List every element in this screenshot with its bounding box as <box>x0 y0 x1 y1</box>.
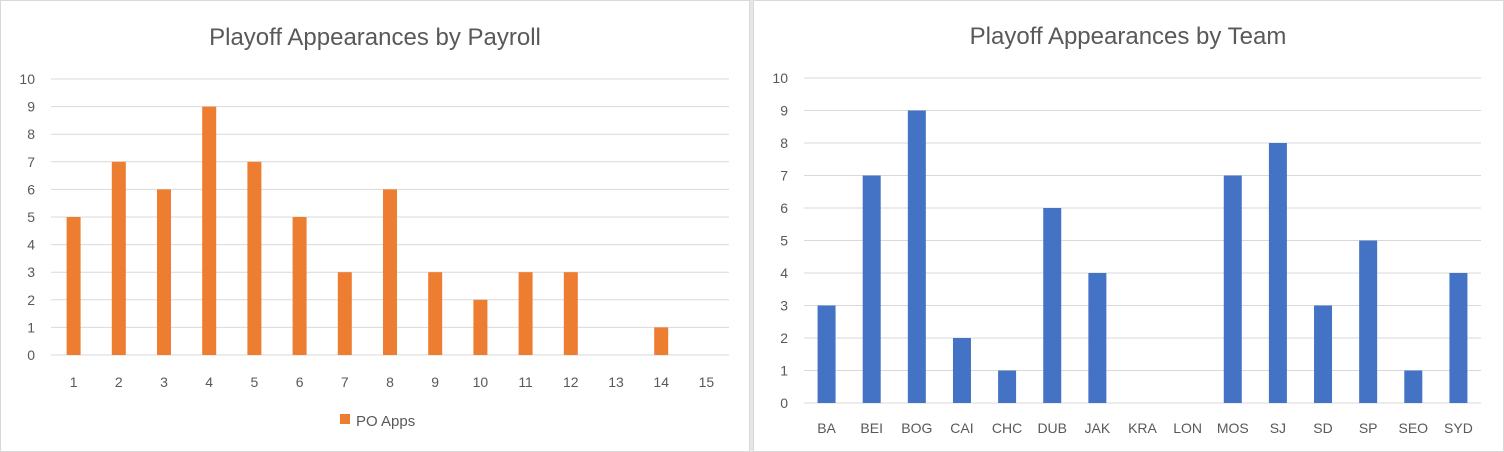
y-tick-label: 1 <box>780 363 788 379</box>
bar <box>428 272 443 355</box>
x-tick-label: 4 <box>205 374 213 390</box>
bar <box>1088 273 1107 403</box>
payroll-chart-svg: Playoff Appearances by Payroll 012345678… <box>19 24 729 430</box>
y-tick-label: 8 <box>27 126 35 142</box>
bar <box>1359 240 1378 403</box>
y-tick-label: 3 <box>27 264 35 280</box>
chart-title: Playoff Appearances by Team <box>970 23 1287 50</box>
x-tick-label: BOG <box>901 420 932 436</box>
x-axis-ticks: BA BEI BOG CAI CHC DUB JAK KRA LON MOS SJ SD SP SEO SY… <box>817 420 1473 436</box>
bar <box>337 272 352 355</box>
y-axis-ticks: 0 1 2 3 4 5 6 7 8 9 10 <box>772 70 788 411</box>
x-tick-label: SP <box>1359 420 1378 436</box>
bar <box>817 305 836 403</box>
y-tick-label: 10 <box>19 71 35 87</box>
gridlines <box>804 77 1481 404</box>
bar <box>907 110 926 403</box>
y-tick-label: 7 <box>27 154 35 170</box>
chart-title: Playoff Appearances by Payroll <box>209 24 541 51</box>
x-tick-label: SYD <box>1444 420 1473 436</box>
y-tick-label: 2 <box>27 292 35 308</box>
x-tick-label: 12 <box>563 374 579 390</box>
bars <box>66 106 669 355</box>
y-tick-label: 3 <box>780 298 788 314</box>
x-tick-label: 3 <box>160 374 168 390</box>
x-tick-label: KRA <box>1128 420 1157 436</box>
x-tick-label: 2 <box>115 374 123 390</box>
bar <box>1223 175 1242 403</box>
x-tick-label: 8 <box>386 374 394 390</box>
x-tick-label: 9 <box>431 374 439 390</box>
x-tick-label: SEO <box>1399 420 1429 436</box>
bar <box>1043 208 1062 403</box>
y-tick-label: 0 <box>780 395 788 411</box>
bar <box>518 272 533 355</box>
x-tick-label: SJ <box>1270 420 1286 436</box>
bar <box>202 106 217 355</box>
bar <box>1404 370 1423 403</box>
bar <box>157 189 171 355</box>
x-tick-label: CHC <box>992 420 1022 436</box>
team-chart-svg: Playoff Appearances by Team 0 1 2 3 4 5 6 7 8 9 10… <box>772 23 1481 436</box>
x-tick-label: 11 <box>518 374 533 390</box>
bar <box>473 299 488 355</box>
x-axis-ticks: 1 2 3 4 5 6 7 8 9 10 11 12 13 14 15 <box>70 374 715 390</box>
x-tick-label: 15 <box>699 374 715 390</box>
y-tick-label: 7 <box>780 168 788 184</box>
y-tick-label: 6 <box>27 181 35 197</box>
bar <box>998 370 1017 403</box>
y-tick-label: 6 <box>780 200 788 216</box>
y-tick-label: 4 <box>27 237 35 253</box>
bar <box>383 189 397 355</box>
x-tick-label: MOS <box>1217 420 1249 436</box>
x-tick-label: 14 <box>653 374 669 390</box>
x-tick-label: 10 <box>473 374 489 390</box>
x-tick-label: DUB <box>1037 420 1067 436</box>
bar <box>563 272 578 355</box>
team-chart-panel: Playoff Appearances by Team 0 1 2 3 4 5 6 7 8 9 10… <box>753 0 1504 452</box>
legend: PO Apps <box>340 413 415 430</box>
x-tick-label: 13 <box>608 374 624 390</box>
x-tick-label: 1 <box>70 374 78 390</box>
bar <box>952 338 971 403</box>
y-tick-label: 8 <box>780 135 788 151</box>
x-tick-label: 5 <box>251 374 259 390</box>
y-tick-label: 5 <box>780 233 788 249</box>
x-tick-label: SD <box>1313 420 1332 436</box>
x-tick-label: 6 <box>296 374 304 390</box>
y-tick-label: 9 <box>780 103 788 119</box>
x-tick-label: BEI <box>860 420 883 436</box>
x-tick-label: LON <box>1173 420 1202 436</box>
x-tick-label: BA <box>817 420 836 436</box>
bar <box>1314 305 1333 403</box>
y-tick-label: 10 <box>772 70 788 86</box>
y-tick-label: 2 <box>780 330 788 346</box>
y-tick-label: 4 <box>780 265 788 281</box>
bar <box>1268 143 1287 403</box>
legend-swatch <box>340 414 350 424</box>
bar <box>111 161 126 355</box>
bar <box>654 327 669 355</box>
bar <box>292 217 307 355</box>
x-tick-label: CAI <box>950 420 973 436</box>
y-tick-label: 0 <box>27 347 35 363</box>
bar <box>1449 273 1468 403</box>
y-tick-label: 1 <box>27 319 35 335</box>
bar <box>66 217 81 355</box>
y-tick-label: 9 <box>27 99 35 115</box>
y-tick-label: 5 <box>27 209 35 225</box>
bars <box>817 110 1468 403</box>
y-axis-ticks: 0 1 2 3 4 5 6 7 8 9 10 <box>19 71 35 363</box>
x-tick-label: JAK <box>1085 420 1111 436</box>
x-tick-label: 7 <box>341 374 349 390</box>
bar <box>247 161 262 355</box>
bar <box>862 175 881 403</box>
legend-label: PO Apps <box>356 413 415 430</box>
